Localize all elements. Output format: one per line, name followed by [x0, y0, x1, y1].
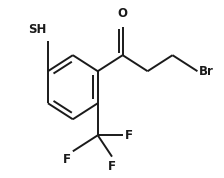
Text: F: F	[125, 129, 132, 142]
Text: F: F	[63, 153, 71, 166]
Text: Br: Br	[199, 65, 214, 78]
Text: SH: SH	[28, 23, 46, 36]
Text: O: O	[118, 7, 128, 20]
Text: F: F	[108, 160, 116, 173]
